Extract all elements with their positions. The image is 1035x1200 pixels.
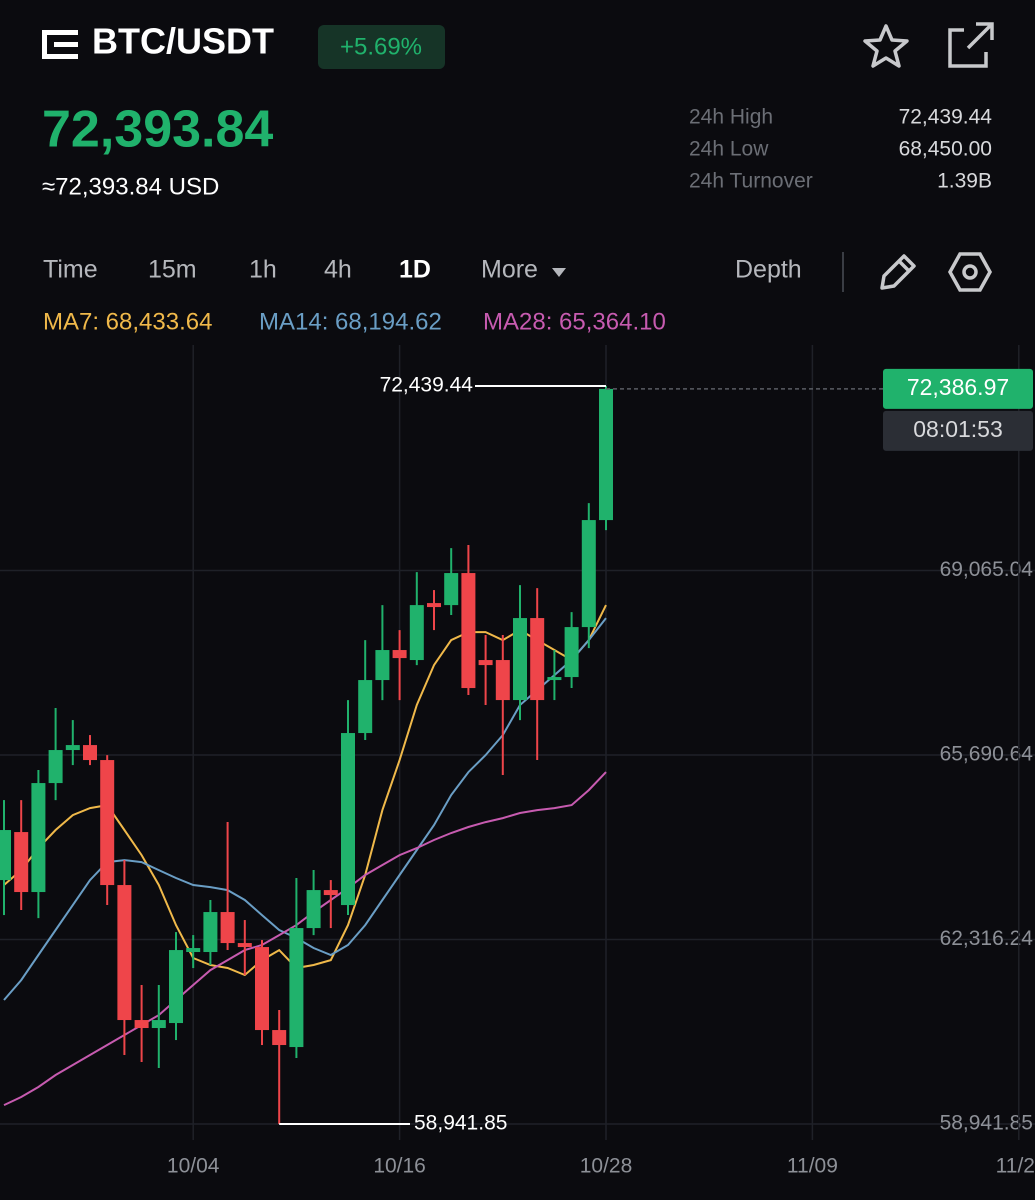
candle-body [478,660,493,666]
share-box [948,28,988,68]
interval-tab[interactable]: 4h [324,256,352,284]
price-usd: ≈72,393.84 USD [42,173,219,200]
candle-body [0,830,11,881]
candle-body [495,660,510,701]
candle-body [564,627,579,678]
depth-tab[interactable]: Depth [735,256,802,284]
candle-body [358,680,373,734]
pencil [880,254,916,290]
stats: 24h High 72,439.44 24h Low 68,450.00 24h Tur… [689,106,992,193]
menu-bar [42,30,78,35]
candle-body [427,603,441,608]
interval-tab[interactable]: Time [43,256,98,284]
ma-legend-item: MA7: 68,433.64 [43,308,212,335]
x-tick-label: 11/09 [787,1155,838,1178]
candle-body [444,573,459,606]
candle-body [186,948,201,953]
stat-label: 24h High [689,106,773,129]
candle-body [220,912,235,944]
candle-body [513,618,527,701]
candle-body [134,1020,149,1029]
chart: 58,941.85 62,316.24 65,690.64 69,065.04 10/0… [0,345,1035,1178]
candle-body [48,750,63,784]
ma-legend-item: MA14: 68,194.62 [259,308,442,335]
candle-body [31,783,46,893]
stat-value: 1.39B [937,170,992,193]
candle-body [65,745,80,751]
candle-body [289,928,304,1048]
stat-label: 24h Low [689,138,769,161]
candle-body [14,832,29,893]
last-price-tag [883,368,1033,409]
tabs: Time 15m 1h 4h 1D More [43,256,566,284]
x-tick-label: 10/28 [580,1155,633,1178]
last-price-label: 72,386.97 [907,374,1009,400]
candle-body [255,947,269,1031]
pair-title[interactable]: BTC/USDT [92,21,274,62]
candle-body [599,388,613,521]
menu-bar [42,54,78,59]
candle-body [323,890,338,896]
high-label: 72,439.44 [380,374,474,397]
y-tick-label: 65,690.64 [940,743,1034,766]
interval-tab[interactable]: 15m [148,256,197,284]
menu-bar [54,42,78,47]
candle-body [375,650,390,681]
stat-label: 24h Turnover [689,170,813,193]
candle-body [272,1030,287,1046]
stat-value: 68,450.00 [899,138,992,161]
candle-body [117,885,132,1021]
interval-tab[interactable]: 1h [249,256,277,284]
low-label: 58,941.85 [414,1112,507,1135]
settings-icon[interactable] [947,252,993,292]
countdown-label: 08:01:53 [913,416,1003,442]
x-tick-label: 10/04 [167,1155,220,1178]
share-icon[interactable] [948,22,994,68]
hexagon [947,252,993,292]
candle-body [169,950,183,1024]
candle-body [203,912,218,953]
candle-body [237,943,252,948]
candle-body [100,760,115,886]
candle-body [461,573,476,689]
candle-body [530,618,545,701]
x-tick-label: 10/16 [373,1155,426,1178]
ma-line [3,771,607,1107]
hexagon-center [962,264,978,280]
countdown-tag [883,410,1033,451]
candle-body [341,733,355,906]
ma-legend-item: MA28: 65,364.10 [483,308,666,335]
candle-body [392,650,407,659]
change-text: +5.69% [340,33,422,60]
candle-body [581,520,596,628]
interval-tab[interactable]: More [481,256,538,284]
draw-icon[interactable] [880,254,916,290]
interval-tab[interactable]: 1D [399,256,431,284]
ma-legend: MA7: 68,433.64 MA14: 68,194.62 MA28: 65,36… [43,308,666,335]
share-arrow [966,22,994,50]
x-tick-label: 11/2 [996,1155,1035,1178]
favorite-icon[interactable] [863,24,909,68]
stat-value: 72,439.44 [899,106,993,129]
candle-body [83,745,97,761]
candle-body [547,677,562,681]
candle-body [151,1020,166,1029]
y-tick-label: 58,941.85 [940,1112,1033,1135]
candle-body [409,605,424,661]
y-tick-label: 69,065.04 [940,558,1034,581]
dropdown-caret [552,268,566,277]
change-badge [318,25,445,69]
y-tick-label: 62,316.24 [940,927,1034,950]
candle-body [306,890,321,929]
menu-bar [42,30,47,59]
last-price: 72,393.84 [42,101,273,159]
menu-icon[interactable] [42,30,78,59]
